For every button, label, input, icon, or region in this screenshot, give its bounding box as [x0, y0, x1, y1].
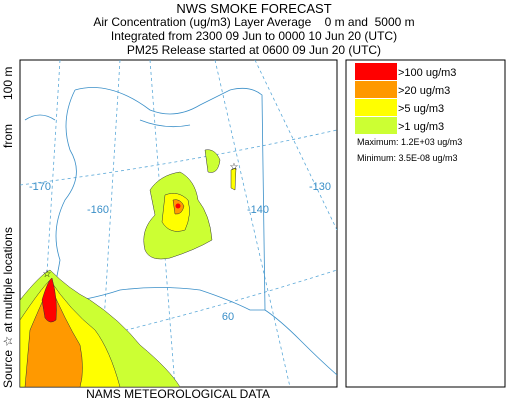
- footer: NAMS METEOROLOGICAL DATA: [86, 387, 270, 401]
- legend-swatch: [355, 117, 397, 134]
- maximum: Maximum: 1.2E+03 ug/m3: [357, 137, 462, 147]
- grid-label: -140: [247, 204, 269, 216]
- grid-label: -170: [29, 181, 51, 193]
- side-text: Source ☆ at multiple locations: [1, 227, 15, 388]
- side-text: from: [1, 124, 15, 148]
- grid-label: -130: [309, 181, 331, 193]
- legend-swatch: [355, 63, 397, 80]
- subtitle-line: PM25 Release started at 0600 09 Jun 20 (…: [127, 43, 381, 57]
- legend-label: >20 ug/m3: [398, 85, 450, 97]
- side-text: 100 m: [1, 67, 15, 100]
- title: NWS SMOKE FORECAST: [176, 1, 331, 16]
- legend-swatch: [355, 81, 397, 98]
- grid-label: 60: [222, 311, 234, 323]
- svg-text:☆: ☆: [230, 162, 239, 173]
- legend-swatch: [355, 99, 397, 116]
- subtitle-line: Air Concentration (ug/m3) Layer Average …: [93, 15, 414, 29]
- map: ☆ ☆ -170 -160 -140 -130 60: [19, 59, 338, 388]
- grid-label: -160: [87, 204, 109, 216]
- subtitle-line: Integrated from 2300 09 Jun to 0000 10 J…: [111, 29, 397, 43]
- svg-text:☆: ☆: [43, 269, 52, 280]
- legend-label: >100 ug/m3: [398, 67, 456, 79]
- minimum: Minimum: 3.5E-08 ug/m3: [357, 153, 458, 163]
- legend: >100 ug/m3 >20 ug/m3 >5 ug/m3 >1 ug/m3: [355, 63, 456, 134]
- legend-label: >5 ug/m3: [398, 103, 444, 115]
- legend-label: >1 ug/m3: [398, 121, 444, 133]
